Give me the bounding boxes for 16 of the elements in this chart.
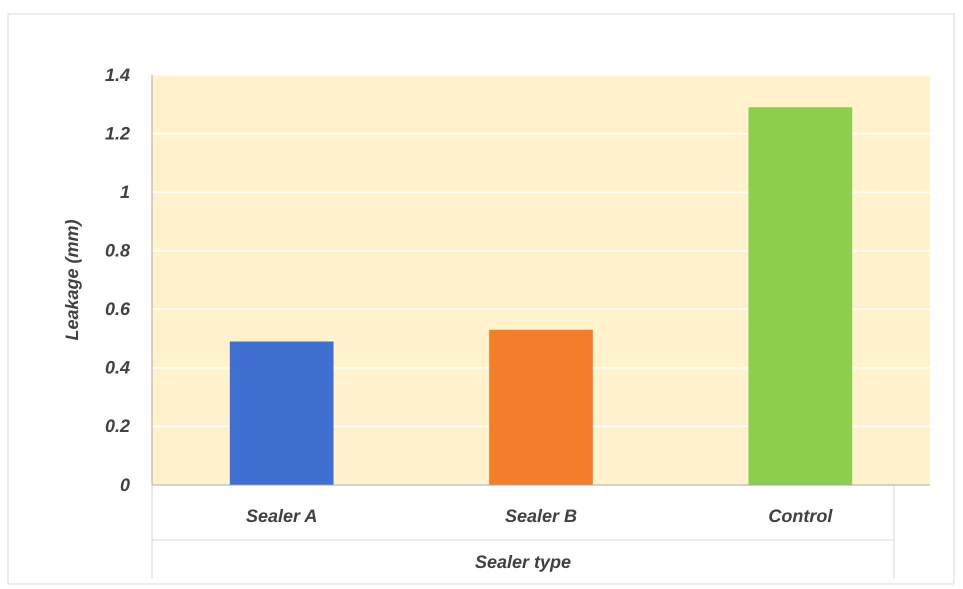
y-tick-label: 1.2 xyxy=(104,123,130,144)
x-axis-title: Sealer type xyxy=(474,552,572,572)
y-tick-label: 0.6 xyxy=(104,299,131,320)
y-tick-label: 0 xyxy=(120,474,130,495)
x-tick-label: Sealer A xyxy=(246,506,318,526)
bar xyxy=(489,330,593,485)
x-tick-label: Control xyxy=(768,506,834,526)
y-axis-title: Leakage (mm) xyxy=(62,219,82,341)
bar xyxy=(230,342,334,485)
y-tick-label: 1 xyxy=(120,182,130,202)
bar xyxy=(748,107,852,485)
y-tick-label: 0.4 xyxy=(104,358,130,378)
x-tick-label: Sealer B xyxy=(504,506,578,526)
y-tick-label: 0.2 xyxy=(104,416,130,436)
y-tick-label: 1.4 xyxy=(104,64,130,85)
y-tick-label: 0.8 xyxy=(104,240,130,260)
